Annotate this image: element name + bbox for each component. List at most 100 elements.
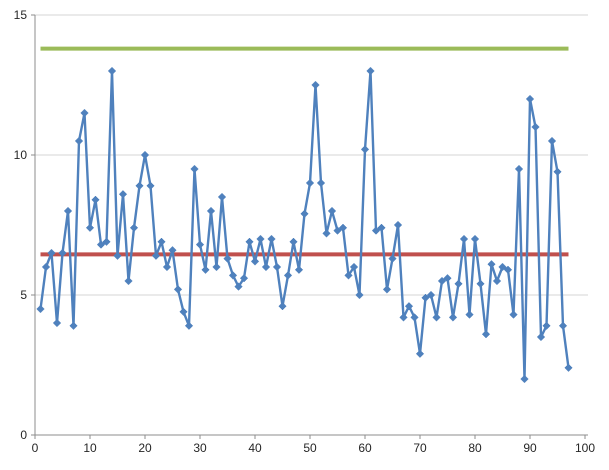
data-point-marker [366, 66, 375, 76]
data-point-marker [421, 293, 430, 302]
y-tick-label: 15 [14, 8, 28, 22]
data-point-marker [179, 307, 188, 316]
data-point-marker [85, 223, 95, 232]
data-point-marker [184, 321, 194, 330]
data-point-marker [267, 234, 276, 244]
data-point-marker [118, 190, 128, 199]
y-tick-label: 0 [20, 428, 27, 442]
data-point-marker [410, 313, 419, 322]
series-line [39, 69, 570, 381]
data-point-marker [102, 237, 111, 246]
data-point-marker [201, 265, 210, 274]
data-point-marker [355, 290, 364, 300]
y-tick-label: 10 [14, 148, 28, 162]
data-point-marker [69, 321, 78, 330]
data-point-marker [58, 248, 67, 258]
data-point-marker [294, 265, 304, 274]
data-point-marker [322, 229, 331, 238]
data-point-marker [272, 262, 282, 272]
data-point-marker [311, 80, 320, 90]
data-point-marker [234, 282, 243, 291]
data-point-marker [107, 66, 117, 76]
data-point-marker [454, 279, 463, 288]
data-point-marker [261, 262, 271, 272]
data-point-marker [47, 248, 56, 258]
data-point-marker [256, 234, 265, 244]
data-point-marker [415, 349, 425, 358]
axes [31, 14, 588, 439]
data-point-marker [168, 246, 177, 255]
data-point-marker [140, 150, 150, 160]
data-point-marker [80, 108, 89, 118]
data-point-marker [151, 251, 161, 260]
data-point-marker [129, 223, 139, 232]
data-point-marker [377, 223, 386, 232]
data-point-marker [349, 262, 359, 272]
data-point-marker [531, 122, 540, 132]
x-tick-label: 80 [468, 441, 482, 455]
data-point-marker [305, 178, 315, 188]
data-point-marker [459, 234, 469, 244]
data-point-marker [476, 279, 485, 288]
x-tick-label: 10 [83, 441, 97, 455]
data-point-marker [536, 332, 546, 342]
x-tick-label: 70 [413, 441, 427, 455]
data-point-marker [525, 94, 535, 104]
data-point-marker [91, 195, 100, 204]
x-tick-label: 30 [193, 441, 207, 455]
data-point-marker [212, 262, 221, 272]
data-point-marker [146, 181, 155, 190]
data-point-marker [382, 285, 392, 294]
data-point-marker [492, 276, 502, 286]
data-series [36, 66, 573, 384]
data-point-marker [217, 192, 227, 202]
data-point-marker [388, 254, 397, 263]
data-point-marker [250, 257, 260, 266]
data-point-marker [289, 237, 298, 246]
x-tick-label: 40 [248, 441, 262, 455]
data-point-marker [63, 206, 73, 216]
data-point-marker [514, 164, 524, 174]
x-tick-label: 90 [523, 441, 537, 455]
data-point-marker [300, 209, 309, 218]
x-tick-label: 100 [575, 441, 595, 455]
axis-tick-labels: 0 10 20 30 40 50 60 70 80 90 100 0 5 10 15 [14, 8, 596, 455]
data-point-marker [448, 313, 458, 322]
data-point-marker [113, 251, 122, 260]
data-point-marker [52, 318, 62, 328]
data-point-marker [432, 313, 441, 322]
data-point-marker [206, 206, 216, 216]
data-point-marker [74, 136, 84, 146]
x-tick-label: 20 [138, 441, 152, 455]
data-point-marker [283, 271, 293, 280]
data-point-marker [228, 271, 238, 280]
reference-lines [40, 46, 569, 257]
data-point-marker [487, 260, 496, 269]
data-point-marker [558, 321, 568, 330]
data-point-marker [426, 290, 436, 300]
data-point-marker [41, 262, 51, 272]
data-point-marker [404, 302, 414, 311]
data-point-marker [360, 145, 370, 154]
data-point-marker [344, 271, 353, 280]
data-point-marker [553, 167, 562, 176]
data-point-marker [393, 220, 403, 230]
y-tick-label: 5 [20, 288, 27, 302]
data-point-marker [124, 276, 133, 286]
data-point-marker [327, 206, 337, 216]
data-point-marker [96, 240, 106, 249]
data-point-marker [498, 262, 507, 272]
data-point-marker [547, 136, 557, 146]
data-point-marker [135, 181, 144, 190]
x-tick-label: 50 [303, 441, 317, 455]
data-point-marker [371, 226, 381, 235]
data-point-marker [509, 310, 518, 319]
data-point-marker [465, 310, 474, 319]
data-point-marker [239, 274, 249, 283]
data-point-marker [36, 304, 45, 314]
data-point-marker [195, 240, 205, 249]
data-point-marker [333, 226, 342, 235]
data-point-marker [157, 237, 166, 246]
